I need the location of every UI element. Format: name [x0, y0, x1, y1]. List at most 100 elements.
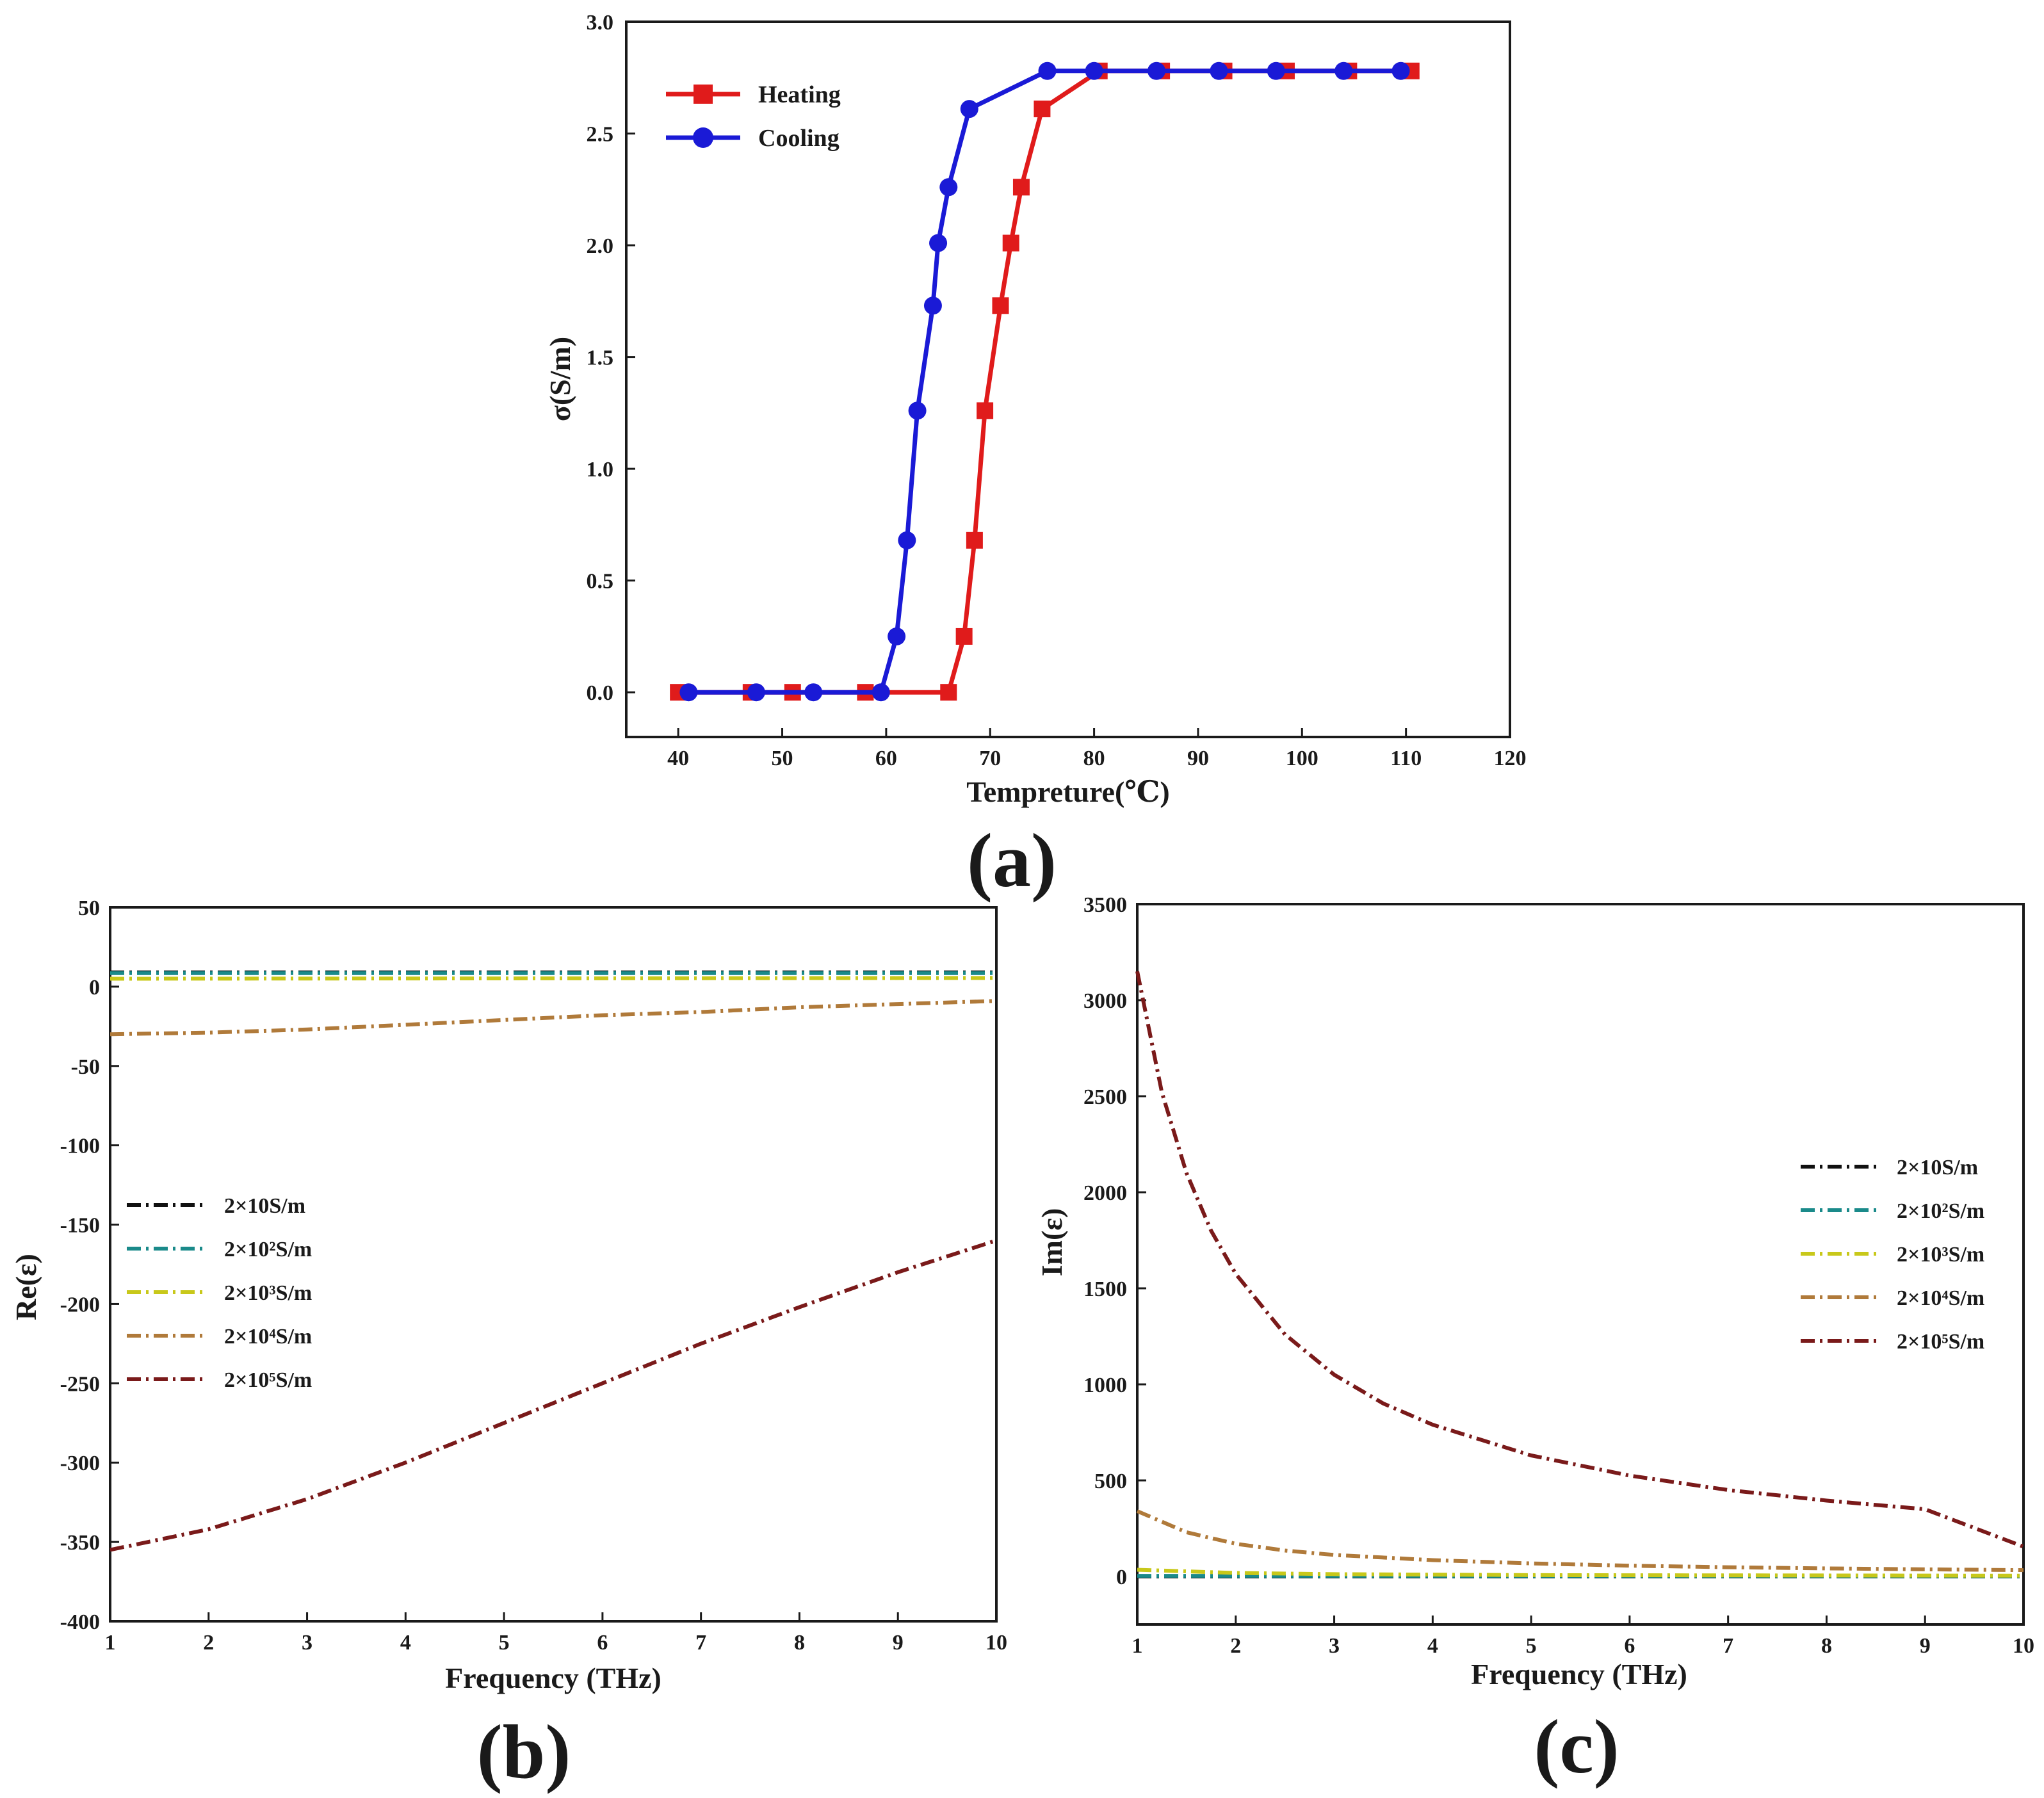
chart-a-cooling-point — [1038, 61, 1057, 80]
chart-b-legend-label-3: 2×10³S/m — [224, 1281, 312, 1305]
chart-a-cooling-point — [1391, 61, 1410, 80]
chart-a-heating-point — [940, 684, 957, 701]
chart-b-x-tick-label: 7 — [695, 1631, 706, 1655]
chart-c-legend-label-4: 2×10⁴S/m — [1897, 1286, 1984, 1310]
chart-b-x-tick-label: 8 — [794, 1631, 805, 1655]
chart-b-series-group — [110, 970, 997, 1552]
chart-a-plot-frame — [625, 20, 1511, 738]
chart-a-temperature-conductivity: 40 50 60 70 80 90 100 110 120 0.0 0.5 1.0 1.5 2.0 2.5… — [544, 11, 1527, 903]
chart-b-legend: 2×10S/m 2×10²S/m 2×10³S/m 2×10⁴S/m 2×10⁵… — [127, 1194, 312, 1392]
chart-a-cooling-point — [1267, 61, 1285, 80]
chart-c-x-tick-label: 8 — [1821, 1634, 1832, 1658]
chart-b-legend-label-1: 2×10S/m — [224, 1194, 305, 1218]
chart-a-cooling-point — [888, 627, 906, 645]
chart-b-real-permittivity: 1 2 3 4 5 6 7 8 9 10 -400 -350 -300 -250 -200 -150 -100… — [10, 896, 1007, 1794]
chart-a-series-line-1 — [678, 69, 1411, 695]
chart-a-cooling-point — [679, 683, 698, 702]
chart-a-heating-point — [1012, 179, 1030, 196]
chart-a-cooling-point — [898, 531, 916, 549]
chart-c-x-tick-label: 7 — [1723, 1634, 1733, 1658]
chart-b-x-axis-label: Frequency (THz) — [445, 1662, 661, 1694]
chart-a-x-tick-label: 40 — [667, 747, 689, 770]
chart-c-x-axis: 1 2 3 4 5 6 7 8 9 10 — [1132, 1616, 2034, 1658]
chart-c-y-tick-label: 2000 — [1083, 1181, 1127, 1205]
panel-label-b: (b) — [477, 1709, 571, 1794]
chart-a-x-tick-label: 90 — [1187, 747, 1209, 770]
chart-a-y-tick-label: 1.5 — [587, 346, 614, 370]
chart-c-y-tick-label: 3000 — [1083, 989, 1127, 1013]
chart-b-x-tick-label: 9 — [893, 1631, 904, 1655]
chart-b-y-tick-label: 0 — [89, 976, 100, 1000]
chart-a-y-axis: 0.0 0.5 1.0 1.5 2.0 2.5 3.0 — [587, 11, 635, 705]
chart-a-x-tick-label: 70 — [979, 747, 1001, 770]
chart-b-y-axis-label: Re(ε) — [10, 1254, 42, 1320]
chart-c-x-axis-label: Frequency (THz) — [1471, 1658, 1687, 1690]
chart-a-x-axis-label: Tempreture(℃) — [966, 775, 1169, 808]
chart-b-y-tick-label: -400 — [60, 1610, 100, 1634]
chart-b-series-line-4 — [110, 999, 997, 1037]
chart-c-y-axis-label: Im(ε) — [1035, 1208, 1068, 1277]
chart-a-legend-cooling-marker — [693, 127, 713, 148]
chart-c-imaginary-permittivity: 1 2 3 4 5 6 7 8 9 10 0 500 1000 1500 2000 2500 3000 3500… — [1035, 893, 2034, 1789]
chart-b-x-tick-label: 2 — [203, 1631, 214, 1655]
chart-a-cooling-point — [960, 100, 978, 118]
chart-a-heating-point — [966, 531, 983, 549]
chart-a-cooling-point — [1334, 61, 1353, 80]
chart-b-y-axis: -400 -350 -300 -250 -200 -150 -100 -50 0 50 — [60, 896, 119, 1634]
chart-b-x-tick-label: 3 — [302, 1631, 312, 1655]
chart-c-x-tick-label: 2 — [1230, 1634, 1241, 1658]
chart-b-legend-label-5: 2×10⁵S/m — [224, 1368, 312, 1392]
chart-a-cooling-point — [908, 401, 927, 420]
chart-c-series-line-4 — [1136, 1509, 2024, 1573]
chart-c-legend-label-2: 2×10²S/m — [1897, 1199, 1984, 1223]
chart-a-x-tick-label: 60 — [875, 747, 897, 770]
chart-c-y-tick-label: 1000 — [1083, 1373, 1127, 1397]
chart-a-x-tick-label: 110 — [1390, 747, 1422, 770]
chart-a-x-axis: 40 50 60 70 80 90 100 110 120 — [667, 728, 1527, 770]
chart-b-x-tick-label: 10 — [986, 1631, 1007, 1655]
chart-a-cooling-point — [804, 683, 823, 702]
chart-b-legend-label-4: 2×10⁴S/m — [224, 1325, 312, 1348]
chart-a-x-tick-label: 100 — [1286, 747, 1318, 770]
chart-a-y-tick-label: 3.0 — [587, 11, 614, 35]
chart-a-cooling-point — [747, 683, 765, 702]
chart-b-legend-label-2: 2×10²S/m — [224, 1238, 312, 1261]
chart-a-heating-point — [955, 628, 973, 645]
chart-b-x-tick-label: 5 — [499, 1631, 510, 1655]
chart-a-y-tick-label: 0.0 — [587, 681, 614, 705]
chart-a-legend-heating-marker — [694, 85, 713, 104]
chart-b-y-tick-label: -250 — [60, 1372, 100, 1396]
chart-b-y-tick-label: -200 — [60, 1293, 100, 1316]
chart-c-legend-label-1: 2×10S/m — [1897, 1156, 1978, 1179]
chart-b-y-tick-label: -100 — [60, 1135, 100, 1158]
chart-c-x-tick-label: 9 — [1920, 1634, 1931, 1658]
chart-c-y-axis: 0 500 1000 1500 2000 2500 3000 3500 — [1083, 893, 1146, 1589]
chart-a-x-tick-label: 50 — [772, 747, 793, 770]
chart-b-y-tick-label: 50 — [78, 896, 100, 920]
chart-c-series-group — [1135, 971, 2025, 1578]
chart-b-x-tick-label: 4 — [400, 1631, 411, 1655]
chart-b-x-tick-label: 6 — [597, 1631, 608, 1655]
chart-c-series-line-5 — [1135, 971, 2025, 1549]
chart-c-x-tick-label: 4 — [1427, 1634, 1438, 1658]
chart-a-heating-point — [977, 402, 994, 419]
chart-b-series-line-5 — [110, 1238, 997, 1552]
chart-c-y-tick-label: 3500 — [1083, 893, 1127, 917]
chart-b-y-tick-label: -150 — [60, 1214, 100, 1238]
chart-a-legend-cooling-label: Cooling — [758, 125, 840, 152]
chart-b-y-tick-label: -350 — [60, 1531, 100, 1555]
chart-a-heating-point — [1002, 234, 1019, 252]
chart-a-cooling-point — [872, 683, 890, 702]
chart-a-cooling-point — [1210, 61, 1228, 80]
chart-b-y-tick-label: -50 — [71, 1055, 100, 1079]
chart-a-cooling-point — [939, 178, 958, 197]
chart-c-x-tick-label: 3 — [1329, 1634, 1340, 1658]
chart-a-y-tick-label: 1.0 — [587, 458, 614, 482]
chart-a-cooling-point — [1148, 61, 1165, 80]
chart-c-x-tick-label: 6 — [1624, 1634, 1635, 1658]
chart-c-series-line-3 — [1137, 1567, 2024, 1578]
chart-a-y-tick-label: 2.0 — [587, 234, 614, 258]
chart-b-x-tick-label: 1 — [105, 1631, 116, 1655]
panel-label-a: (a) — [967, 818, 1057, 903]
